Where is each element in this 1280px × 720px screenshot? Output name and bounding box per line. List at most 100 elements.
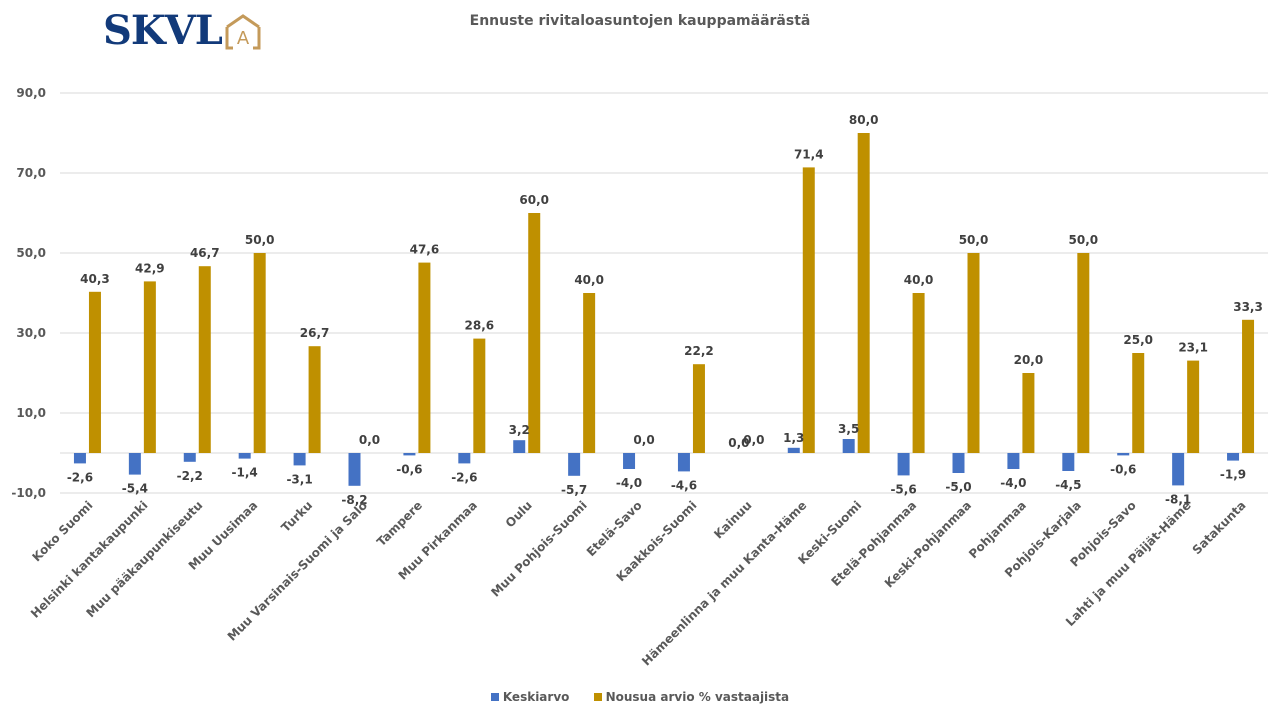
data-label-keskiarvo: -4,6 bbox=[671, 478, 697, 492]
data-label-nousua: 40,0 bbox=[574, 273, 604, 287]
bar-keskiarvo bbox=[1172, 453, 1185, 486]
data-label-nousua: 25,0 bbox=[1123, 333, 1153, 347]
data-label-keskiarvo: -5,0 bbox=[945, 480, 971, 494]
bar-nousua bbox=[418, 262, 431, 453]
bar-keskiarvo bbox=[513, 440, 526, 453]
bar-keskiarvo bbox=[787, 447, 800, 453]
bar-nousua bbox=[692, 364, 705, 453]
bar-nousua bbox=[583, 293, 596, 453]
x-category-label: Satakunta bbox=[1190, 498, 1249, 557]
chart-title: Ennuste rivitaloasuntojen kauppamäärästä bbox=[469, 13, 811, 29]
legend-swatch-gold bbox=[593, 693, 602, 701]
skvl-logo: SKVL A bbox=[103, 7, 263, 54]
data-label-nousua: 33,3 bbox=[1233, 300, 1263, 314]
x-category-label: Turku bbox=[279, 498, 316, 535]
y-axis-ticks: 90,0 70,0 50,0 30,0 10,0 -10,0 bbox=[11, 86, 46, 500]
data-label-keskiarvo: -2,6 bbox=[67, 470, 93, 484]
data-label-keskiarvo: 0,0 bbox=[728, 436, 749, 450]
x-category-label: Muu Pohjois-Suomi bbox=[488, 498, 589, 599]
bar-nousua bbox=[198, 266, 211, 453]
data-label-keskiarvo: -1,4 bbox=[232, 466, 258, 480]
bar-nousua bbox=[1187, 360, 1200, 453]
bar-nousua bbox=[1022, 373, 1035, 453]
legend-item-nousua[interactable]: Nousua arvio % vastaajista bbox=[593, 690, 789, 704]
bar-keskiarvo bbox=[1227, 453, 1240, 461]
bar-keskiarvo bbox=[568, 453, 581, 476]
data-label-keskiarvo: -5,4 bbox=[122, 482, 148, 496]
data-label-nousua: 50,0 bbox=[959, 233, 989, 247]
bar-keskiarvo bbox=[677, 453, 690, 472]
bar-keskiarvo bbox=[183, 453, 196, 462]
data-label-keskiarvo: -1,9 bbox=[1220, 468, 1246, 482]
bar-keskiarvo bbox=[1007, 453, 1020, 469]
bar-nousua bbox=[967, 253, 980, 453]
data-label-nousua: 40,3 bbox=[80, 272, 110, 286]
data-label-nousua: 50,0 bbox=[1069, 233, 1099, 247]
bar-keskiarvo bbox=[842, 439, 855, 453]
bar-keskiarvo bbox=[128, 453, 141, 475]
y-tick-label: -10,0 bbox=[11, 486, 46, 500]
bar-keskiarvo bbox=[403, 453, 416, 456]
bar-nousua bbox=[473, 338, 486, 453]
data-label-nousua: 23,1 bbox=[1178, 341, 1208, 355]
bar-keskiarvo bbox=[293, 453, 306, 466]
data-label-nousua: 42,9 bbox=[135, 261, 165, 275]
y-tick-label: 90,0 bbox=[16, 86, 46, 100]
bar-keskiarvo bbox=[348, 453, 361, 486]
bar-keskiarvo bbox=[952, 453, 965, 473]
data-label-keskiarvo: -3,1 bbox=[286, 472, 312, 486]
bar-nousua bbox=[912, 293, 925, 453]
logo-text: SKVL bbox=[103, 7, 223, 54]
data-label-nousua: 40,0 bbox=[904, 273, 934, 287]
bar-keskiarvo bbox=[623, 453, 636, 469]
bar-nousua bbox=[143, 281, 156, 453]
bar-keskiarvo bbox=[73, 453, 86, 464]
data-label-keskiarvo: -4,5 bbox=[1055, 478, 1081, 492]
bar-keskiarvo bbox=[238, 453, 251, 459]
data-label-nousua: 46,7 bbox=[190, 246, 220, 260]
data-label-nousua: 0,0 bbox=[743, 433, 764, 447]
bar-keskiarvo bbox=[1062, 453, 1075, 471]
bar-nousua bbox=[253, 253, 266, 453]
x-category-label: Tampere bbox=[374, 498, 425, 549]
data-label-nousua: 47,6 bbox=[410, 243, 440, 257]
data-label-nousua: 26,7 bbox=[300, 326, 330, 340]
data-label-keskiarvo: -0,6 bbox=[1110, 462, 1136, 476]
house-badge-icon: A bbox=[225, 14, 261, 50]
data-label-nousua: 71,4 bbox=[794, 147, 824, 161]
bar-nousua bbox=[857, 133, 870, 453]
legend-swatch-blue bbox=[490, 693, 499, 701]
data-label-keskiarvo: -4,0 bbox=[1000, 476, 1026, 490]
bar-nousua bbox=[1242, 319, 1255, 453]
x-category-label: Muu pääkaupunkiseutu bbox=[83, 498, 205, 620]
x-category-label: Kainuu bbox=[711, 498, 754, 541]
bar-nousua bbox=[528, 213, 541, 453]
data-label-nousua: 0,0 bbox=[359, 433, 380, 447]
data-label-nousua: 20,0 bbox=[1014, 353, 1044, 367]
bars bbox=[73, 133, 1255, 486]
legend-item-keskiarvo[interactable]: Keskiarvo bbox=[490, 690, 570, 704]
bar-nousua bbox=[1132, 353, 1145, 453]
bar-nousua bbox=[88, 291, 101, 453]
y-tick-label: 10,0 bbox=[16, 406, 46, 420]
data-label-keskiarvo: -2,2 bbox=[177, 469, 203, 483]
legend: Keskiarvo Nousua arvio % vastaajista bbox=[0, 690, 1280, 704]
legend-label: Keskiarvo bbox=[502, 690, 570, 704]
data-label-keskiarvo: 1,3 bbox=[783, 431, 804, 445]
data-label-keskiarvo: -4,0 bbox=[616, 476, 642, 490]
data-label-nousua: 50,0 bbox=[245, 233, 275, 247]
data-label-nousua: 28,6 bbox=[465, 319, 495, 333]
x-category-label: Etelä-Savo bbox=[584, 498, 645, 559]
x-category-label: Oulu bbox=[503, 498, 535, 530]
bar-keskiarvo bbox=[458, 453, 471, 464]
data-label-keskiarvo: -8,1 bbox=[1165, 492, 1191, 506]
data-label-keskiarvo: -5,7 bbox=[561, 483, 587, 497]
y-tick-label: 30,0 bbox=[16, 326, 46, 340]
data-label-keskiarvo: 3,2 bbox=[509, 423, 530, 437]
y-tick-label: 70,0 bbox=[16, 166, 46, 180]
y-tick-label: 50,0 bbox=[16, 246, 46, 260]
data-label-nousua: 0,0 bbox=[633, 433, 654, 447]
bar-nousua bbox=[308, 346, 321, 453]
